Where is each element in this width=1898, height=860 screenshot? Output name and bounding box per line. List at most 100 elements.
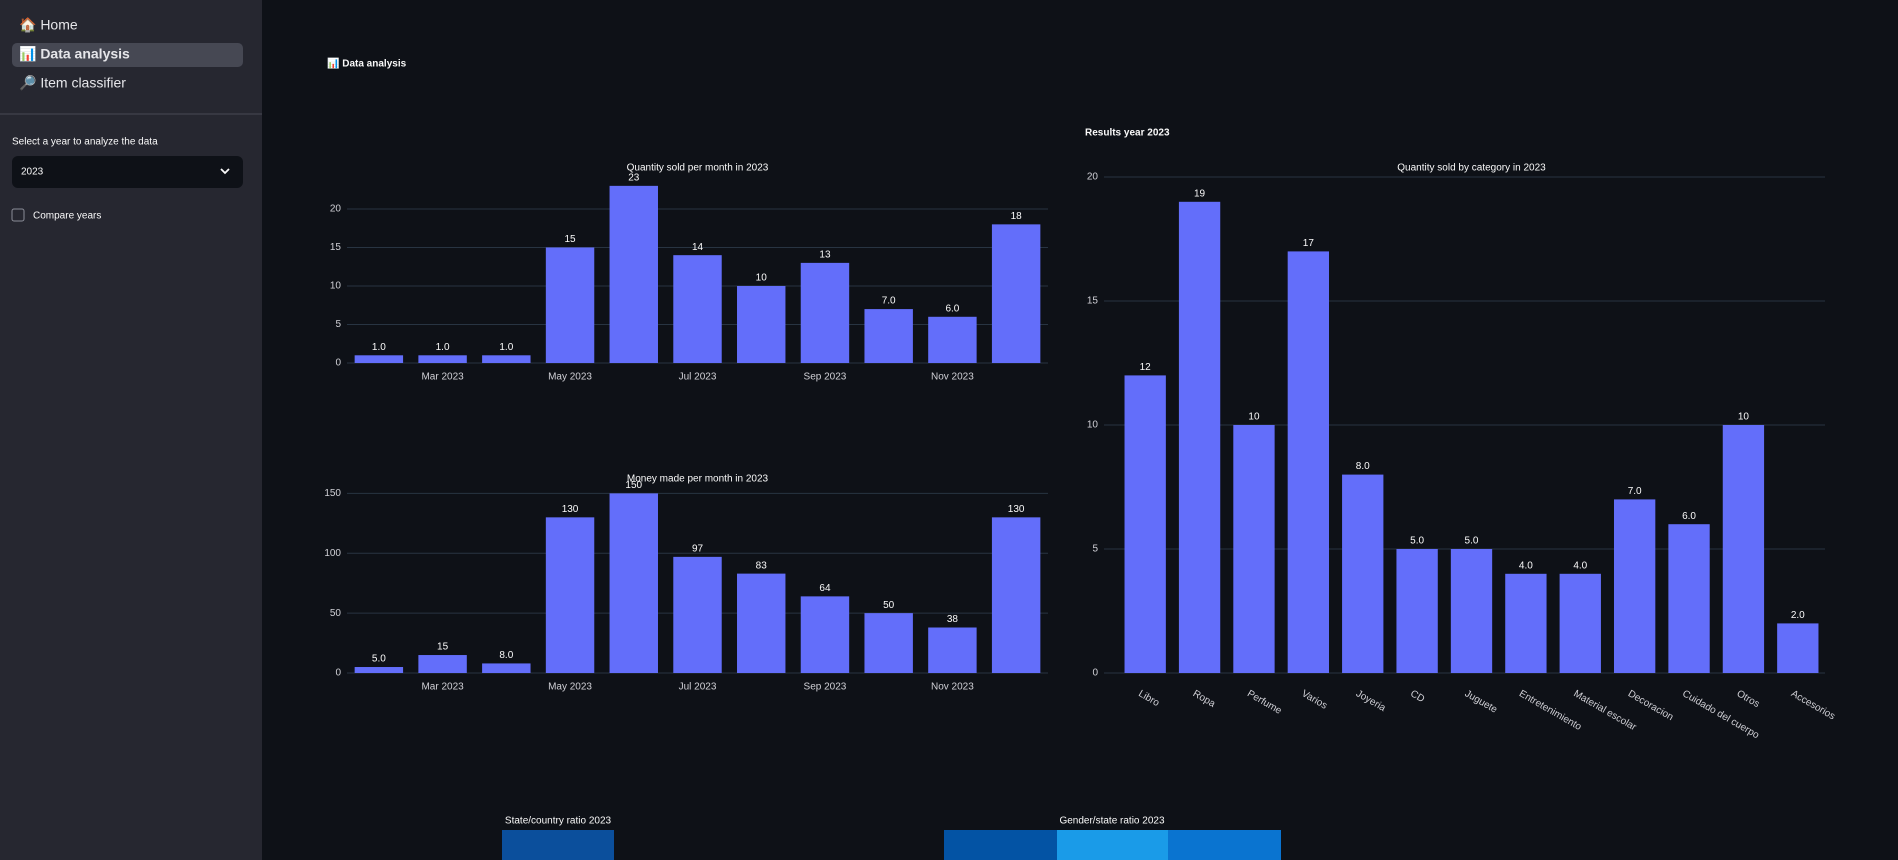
bar: [1722, 425, 1765, 673]
y-tick-label: 0: [335, 358, 341, 369]
bar: [354, 355, 404, 363]
bar: [991, 517, 1041, 673]
page-title: 📊 Data analysis: [327, 57, 407, 70]
y-tick-label: 5: [1092, 544, 1098, 555]
value-label: 6.0: [945, 303, 959, 314]
bar: [1613, 499, 1656, 673]
x-tick-label: Nov 2023: [931, 682, 974, 693]
value-label: 5.0: [372, 654, 386, 665]
x-tick-label: Decoracion: [1626, 688, 1675, 723]
heatmap-cell: [944, 830, 1057, 860]
y-tick-label: 15: [1087, 296, 1099, 307]
checkbox-label: Compare years: [33, 211, 101, 222]
y-tick-label: 100: [324, 548, 341, 559]
bar: [673, 556, 722, 673]
checkbox[interactable]: [11, 208, 25, 222]
x-tick-label: Accesorios: [1789, 688, 1837, 722]
bar: [864, 613, 913, 673]
y-tick-label: 0: [335, 668, 341, 679]
x-tick-label: Jul 2023: [679, 682, 717, 693]
sidebar: [0, 0, 262, 860]
value-label: 38: [947, 614, 959, 625]
nav-item[interactable]: 🏠 Home: [19, 17, 78, 34]
value-label: 17: [1303, 238, 1315, 249]
value-label: 150: [625, 480, 642, 491]
nav-item[interactable]: 🔎 Item classifier: [19, 74, 126, 92]
bar: [545, 517, 595, 673]
y-tick-label: 20: [330, 204, 342, 215]
value-label: 130: [1008, 504, 1025, 515]
bar: [545, 247, 595, 363]
value-label: 64: [819, 583, 831, 594]
subtitle: Results year 2023: [1085, 128, 1170, 139]
bar: [1178, 201, 1221, 674]
x-tick-label: Varios: [1300, 688, 1329, 711]
value-label: 19: [1194, 188, 1206, 199]
bar: [354, 667, 404, 673]
value-label: 50: [883, 600, 895, 611]
value-label: 1.0: [436, 342, 450, 353]
x-tick-label: Joyeria: [1354, 688, 1388, 714]
nav-item[interactable]: 📊 Data analysis: [19, 46, 130, 63]
value-label: 13: [819, 250, 831, 261]
x-tick-label: Perfume: [1245, 688, 1284, 717]
chart-title: Quantity sold per month in 2023: [627, 163, 769, 174]
bar: [673, 255, 722, 363]
y-tick-label: 50: [330, 608, 342, 619]
select-box[interactable]: [12, 156, 243, 188]
value-label: 10: [1248, 412, 1260, 423]
x-tick-label: Mar 2023: [421, 682, 464, 693]
value-label: 8.0: [1356, 461, 1370, 472]
value-label: 1.0: [372, 342, 386, 353]
heatmap-cell: [502, 830, 614, 860]
value-label: 8.0: [499, 650, 513, 661]
heatmap-title: Gender/state ratio 2023: [1059, 816, 1165, 827]
y-tick-label: 5: [335, 319, 341, 330]
bar: [800, 596, 850, 673]
value-label: 23: [628, 172, 640, 183]
x-tick-label: Libro: [1136, 688, 1161, 709]
x-tick-label: Sep 2023: [804, 372, 847, 383]
bar: [1450, 549, 1493, 673]
x-tick-label: Jul 2023: [679, 372, 717, 383]
value-label: 4.0: [1573, 560, 1587, 571]
x-tick-label: Otros: [1735, 688, 1762, 710]
x-tick-label: Nov 2023: [931, 372, 974, 383]
value-label: 15: [437, 642, 449, 653]
bar: [1342, 474, 1384, 673]
bar: [418, 355, 467, 363]
y-tick-label: 10: [1087, 420, 1099, 431]
y-tick-label: 150: [324, 488, 341, 499]
bar: [991, 224, 1041, 363]
y-tick-label: 15: [330, 242, 342, 253]
bar: [928, 316, 977, 363]
bar: [1668, 524, 1710, 673]
bar: [1777, 623, 1819, 673]
heatmap-cell: [1057, 830, 1168, 860]
x-tick-label: Juguete: [1463, 688, 1500, 716]
value-label: 5.0: [1465, 536, 1479, 547]
value-label: 97: [692, 543, 704, 554]
x-tick-label: Sep 2023: [804, 682, 847, 693]
value-label: 12: [1140, 362, 1152, 373]
value-label: 7.0: [882, 296, 896, 307]
bar: [1505, 573, 1547, 673]
bar: [1396, 549, 1438, 673]
y-tick-label: 10: [330, 281, 342, 292]
value-label: 7.0: [1628, 486, 1642, 497]
heatmap-title: State/country ratio 2023: [505, 816, 612, 827]
y-tick-label: 0: [1092, 668, 1098, 679]
select-value: 2023: [21, 167, 44, 178]
bar: [1287, 251, 1330, 673]
select-label: Select a year to analyze the data: [12, 137, 158, 148]
bar: [609, 185, 658, 363]
chart-title: Money made per month in 2023: [627, 474, 769, 485]
x-tick-label: May 2023: [548, 682, 592, 693]
nav-highlight: [12, 43, 243, 67]
bar: [418, 655, 467, 673]
value-label: 5.0: [1410, 536, 1424, 547]
bar: [737, 285, 786, 363]
value-label: 18: [1011, 211, 1023, 222]
